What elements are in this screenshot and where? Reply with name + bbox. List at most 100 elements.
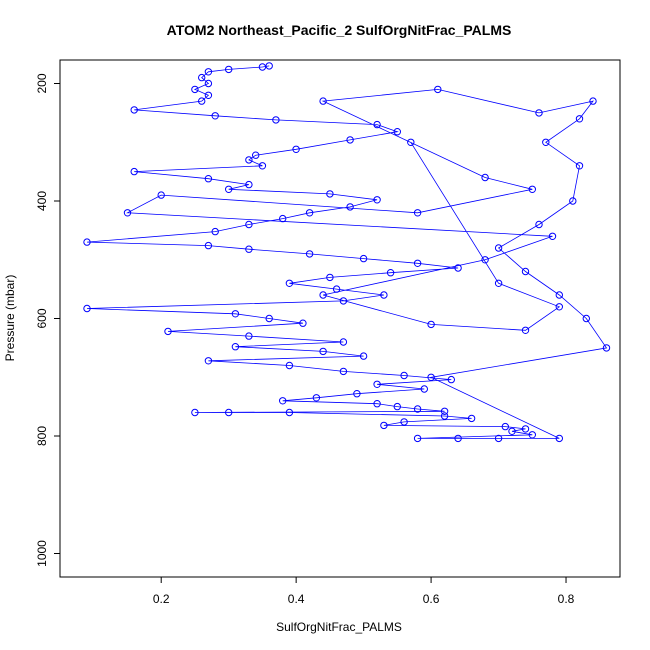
data-point — [319, 347, 327, 356]
data-point — [204, 91, 213, 100]
data-point — [245, 156, 253, 164]
data-point — [204, 357, 213, 365]
data-point — [265, 62, 273, 70]
data-point — [319, 97, 327, 105]
data-point — [434, 85, 442, 94]
data-point — [400, 371, 408, 380]
series-lines — [86, 65, 608, 439]
x-tick-label: 0.2 — [153, 592, 170, 606]
data-point — [555, 291, 563, 299]
data-point — [413, 405, 422, 413]
data-point — [535, 109, 543, 117]
data-point — [312, 394, 321, 402]
data-point — [380, 421, 388, 430]
data-point — [447, 375, 455, 384]
data-point — [494, 244, 503, 252]
data-point — [373, 400, 381, 408]
data-point — [204, 241, 213, 250]
data-point — [130, 167, 138, 176]
data-point — [501, 422, 509, 431]
data-point — [319, 291, 327, 299]
data-point — [508, 427, 516, 435]
data-point — [413, 434, 422, 443]
data-point — [272, 116, 280, 124]
data-point — [204, 79, 213, 88]
data-point — [380, 291, 388, 299]
data-point — [569, 197, 577, 205]
data-point — [198, 73, 206, 82]
data-point — [211, 112, 219, 120]
data-point — [305, 250, 314, 258]
data-point — [602, 344, 611, 352]
data-point — [535, 220, 543, 229]
x-tick-label: 0.6 — [423, 592, 440, 606]
y-tick-label: 400 — [35, 191, 49, 211]
data-point — [346, 203, 354, 211]
data-point — [467, 414, 476, 423]
data-point — [123, 209, 132, 217]
data-point — [575, 162, 584, 170]
data-point — [386, 269, 395, 277]
data-point — [225, 65, 233, 74]
data-point — [359, 254, 368, 263]
data-point — [332, 285, 341, 293]
data-point — [265, 314, 273, 323]
data-point — [83, 304, 91, 313]
data-point — [481, 173, 489, 182]
y-axis: 200 400 600 800 1000 — [35, 73, 60, 567]
data-point — [359, 352, 368, 360]
data-point — [211, 227, 219, 236]
x-tick-label: 0.8 — [558, 592, 575, 606]
data-point — [548, 232, 557, 241]
series-line — [86, 65, 608, 439]
x-axis-label: SulfOrgNitFrac_PALMS — [276, 620, 402, 634]
y-tick-label: 1000 — [35, 540, 49, 567]
data-point — [420, 385, 428, 393]
data-point — [481, 256, 489, 264]
data-point — [339, 297, 348, 305]
data-point — [130, 106, 138, 114]
y-tick-label: 600 — [35, 308, 49, 328]
data-point — [373, 196, 381, 204]
data-point — [542, 138, 550, 147]
data-point — [373, 380, 381, 388]
data-point — [252, 151, 260, 159]
data-point — [346, 136, 354, 144]
plot-frame — [59, 59, 621, 578]
data-point — [575, 115, 584, 123]
series-points — [83, 62, 611, 443]
data-point — [494, 434, 503, 443]
data-point — [400, 418, 408, 426]
data-point — [339, 367, 348, 376]
data-point — [326, 190, 334, 198]
data-point — [494, 279, 503, 287]
data-point — [413, 209, 422, 217]
data-point — [279, 397, 287, 405]
data-point — [164, 327, 172, 336]
data-point — [440, 412, 449, 420]
data-point — [393, 402, 401, 411]
data-point — [521, 425, 530, 433]
data-point — [339, 338, 348, 346]
data-point — [413, 259, 422, 267]
data-point — [454, 434, 462, 443]
x-axis: 0.2 0.4 0.6 0.8 — [153, 577, 575, 606]
data-point — [204, 68, 213, 76]
data-point — [198, 97, 206, 105]
data-point — [555, 434, 563, 443]
data-point — [204, 175, 213, 183]
data-point — [427, 320, 435, 329]
data-point — [292, 145, 300, 154]
data-point — [555, 303, 563, 311]
data-point — [245, 220, 253, 229]
chart-title: ATOM2 Northeast_Pacific_2 SulfOrgNitFrac… — [167, 22, 512, 38]
data-point — [393, 128, 401, 136]
data-point — [245, 245, 253, 253]
data-point — [521, 267, 530, 276]
data-point — [589, 97, 597, 105]
y-tick-label: 200 — [35, 73, 49, 93]
data-point — [427, 373, 435, 381]
data-point — [440, 407, 449, 415]
data-point — [258, 162, 267, 170]
